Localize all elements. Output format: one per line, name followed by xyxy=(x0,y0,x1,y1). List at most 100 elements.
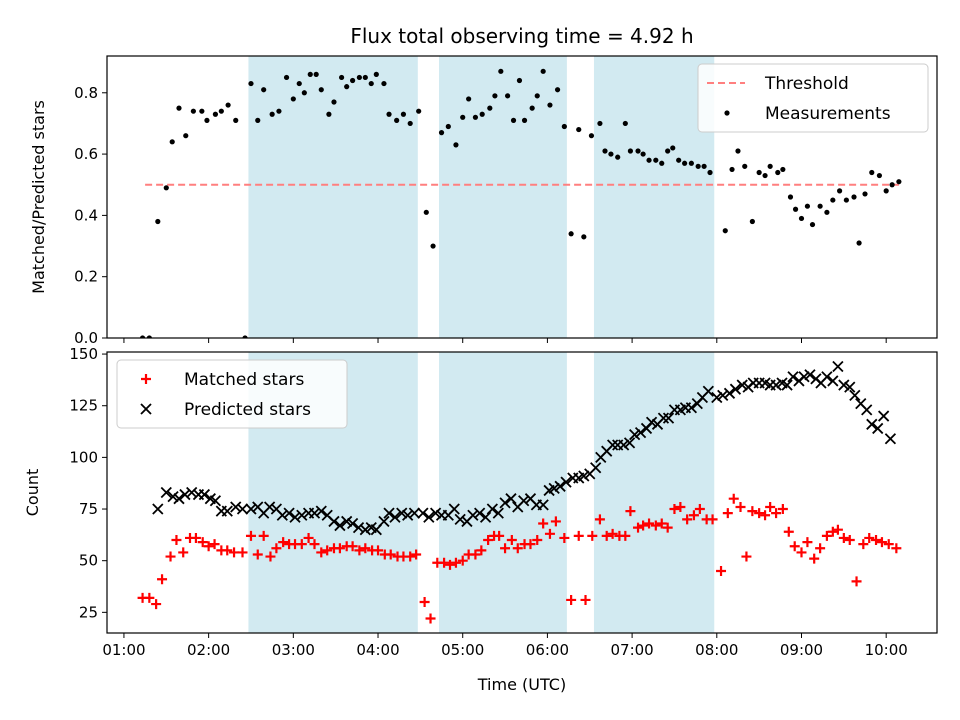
data-point xyxy=(554,87,561,93)
data-point xyxy=(707,169,713,176)
observing-window xyxy=(439,56,567,338)
data-point xyxy=(608,151,614,157)
matched-point xyxy=(760,510,771,521)
data-point xyxy=(856,240,862,246)
matched-point xyxy=(633,522,644,533)
legend-label: Threshold xyxy=(764,74,849,94)
data-point xyxy=(199,108,205,114)
predicted-point xyxy=(263,501,276,513)
matched-point xyxy=(620,530,631,541)
predicted-point xyxy=(711,391,723,404)
data-point xyxy=(204,117,210,123)
data-point xyxy=(510,117,517,123)
data-point xyxy=(646,157,652,163)
data-point xyxy=(540,68,546,74)
matched-point xyxy=(373,545,384,556)
data-point xyxy=(756,169,762,176)
data-points xyxy=(137,360,902,624)
data-point xyxy=(742,163,748,169)
matched-point xyxy=(580,594,591,605)
matched-point xyxy=(347,541,358,552)
data-point xyxy=(843,197,849,203)
predicted-point xyxy=(849,389,861,402)
data-point xyxy=(729,166,735,173)
matched-point xyxy=(483,535,494,546)
matched-point xyxy=(265,551,276,562)
data-point xyxy=(576,126,582,133)
data-point xyxy=(146,335,152,338)
matched-point xyxy=(656,518,667,529)
matched-point xyxy=(360,543,371,554)
data-point xyxy=(792,206,799,212)
matched-point xyxy=(457,555,468,566)
data-point xyxy=(318,87,324,93)
matched-point xyxy=(815,543,826,554)
x-tick-label: 09:00 xyxy=(780,641,823,659)
predicted-point xyxy=(383,507,395,519)
axes-frame xyxy=(106,55,938,339)
predicted-point xyxy=(645,416,658,428)
predicted-point xyxy=(878,410,890,422)
y-tick-label: 125 xyxy=(69,397,98,415)
predicted-point xyxy=(186,486,198,499)
matched-point xyxy=(625,506,636,517)
y-axis-label: Count xyxy=(23,469,42,517)
legend-box xyxy=(116,359,348,429)
predicted-point xyxy=(346,517,359,530)
data-point xyxy=(430,243,436,249)
predicted-point xyxy=(844,381,856,393)
predicted-point xyxy=(729,383,742,395)
data-point xyxy=(889,182,895,188)
data-point xyxy=(597,120,603,127)
predicted-point xyxy=(289,511,301,523)
observing-window xyxy=(593,56,715,338)
matched-point xyxy=(747,506,758,517)
y-tick-label: 0.0 xyxy=(74,329,98,347)
matched-point xyxy=(821,530,832,541)
predicted-point xyxy=(245,503,257,515)
data-point xyxy=(386,111,392,117)
y-tick-label: 25 xyxy=(79,603,98,621)
data-point xyxy=(876,172,883,179)
predicted-point xyxy=(861,404,873,416)
matched-point xyxy=(512,543,523,554)
data-point xyxy=(869,169,875,176)
data-point xyxy=(735,148,741,154)
y-tick-label: 75 xyxy=(79,500,98,518)
data-point xyxy=(373,71,379,77)
predicted-point xyxy=(359,524,371,536)
matched-point xyxy=(876,537,887,548)
data-point xyxy=(407,120,413,127)
predicted-point xyxy=(429,507,442,519)
predicted-point xyxy=(560,476,572,488)
matched-point xyxy=(669,504,680,515)
data-point xyxy=(139,335,146,338)
data-point xyxy=(809,221,816,228)
data-point xyxy=(242,335,248,338)
data-point xyxy=(688,160,694,166)
predicted-point xyxy=(408,507,421,519)
predicted-point xyxy=(884,433,897,445)
predicted-point xyxy=(866,418,878,430)
data-point xyxy=(749,218,755,225)
predicted-point xyxy=(448,503,460,515)
legend-label: Predicted stars xyxy=(184,400,311,420)
matched-point xyxy=(252,549,263,560)
data-point xyxy=(767,163,773,169)
predicted-point xyxy=(209,495,222,507)
matched-point xyxy=(278,537,289,548)
predicted-point xyxy=(198,488,211,501)
data-point xyxy=(326,111,332,117)
matched-point xyxy=(809,553,820,564)
matched-point xyxy=(419,597,430,608)
y-tick-label: 0.8 xyxy=(74,84,98,102)
data-point xyxy=(505,93,511,99)
data-point xyxy=(787,194,794,200)
matched-point xyxy=(171,535,182,546)
data-point xyxy=(438,130,445,136)
matched-point xyxy=(827,526,838,537)
x-axis-label: Time (UTC) xyxy=(477,675,566,694)
predicted-point xyxy=(454,513,466,525)
data-point xyxy=(529,105,535,111)
x-tick-label: 06:00 xyxy=(526,641,569,659)
